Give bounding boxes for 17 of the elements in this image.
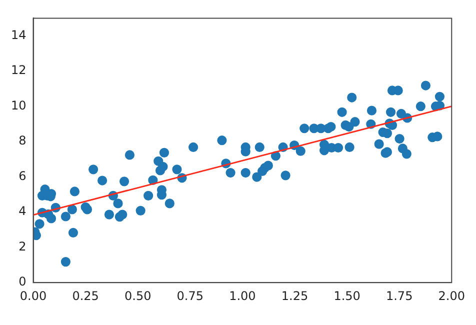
x-tick-label: 1.00 [229, 288, 256, 303]
y-tick-label: 4 [18, 204, 26, 218]
x-tick-label: 0.75 [176, 288, 204, 303]
x-tick-label: 1.50 [334, 288, 360, 303]
y-tick-label: 6 [18, 168, 26, 183]
y-tick-label: 12 [10, 63, 26, 78]
y-tick-label: 14 [10, 28, 26, 42]
x-tick-label: 0.25 [72, 288, 99, 303]
y-tick-label: 10 [10, 98, 26, 112]
y-tick-label: 2 [18, 239, 26, 254]
y-tick-label: 8 [18, 134, 26, 148]
x-tick-label: 0.50 [124, 288, 152, 303]
x-tick-label: 1.25 [281, 288, 308, 303]
x-tick-label: 0.00 [20, 288, 47, 303]
x-tick-label: 1.75 [386, 288, 413, 303]
x-tick-label: 2.00 [438, 288, 465, 303]
y-tick-label: 0 [18, 274, 26, 289]
